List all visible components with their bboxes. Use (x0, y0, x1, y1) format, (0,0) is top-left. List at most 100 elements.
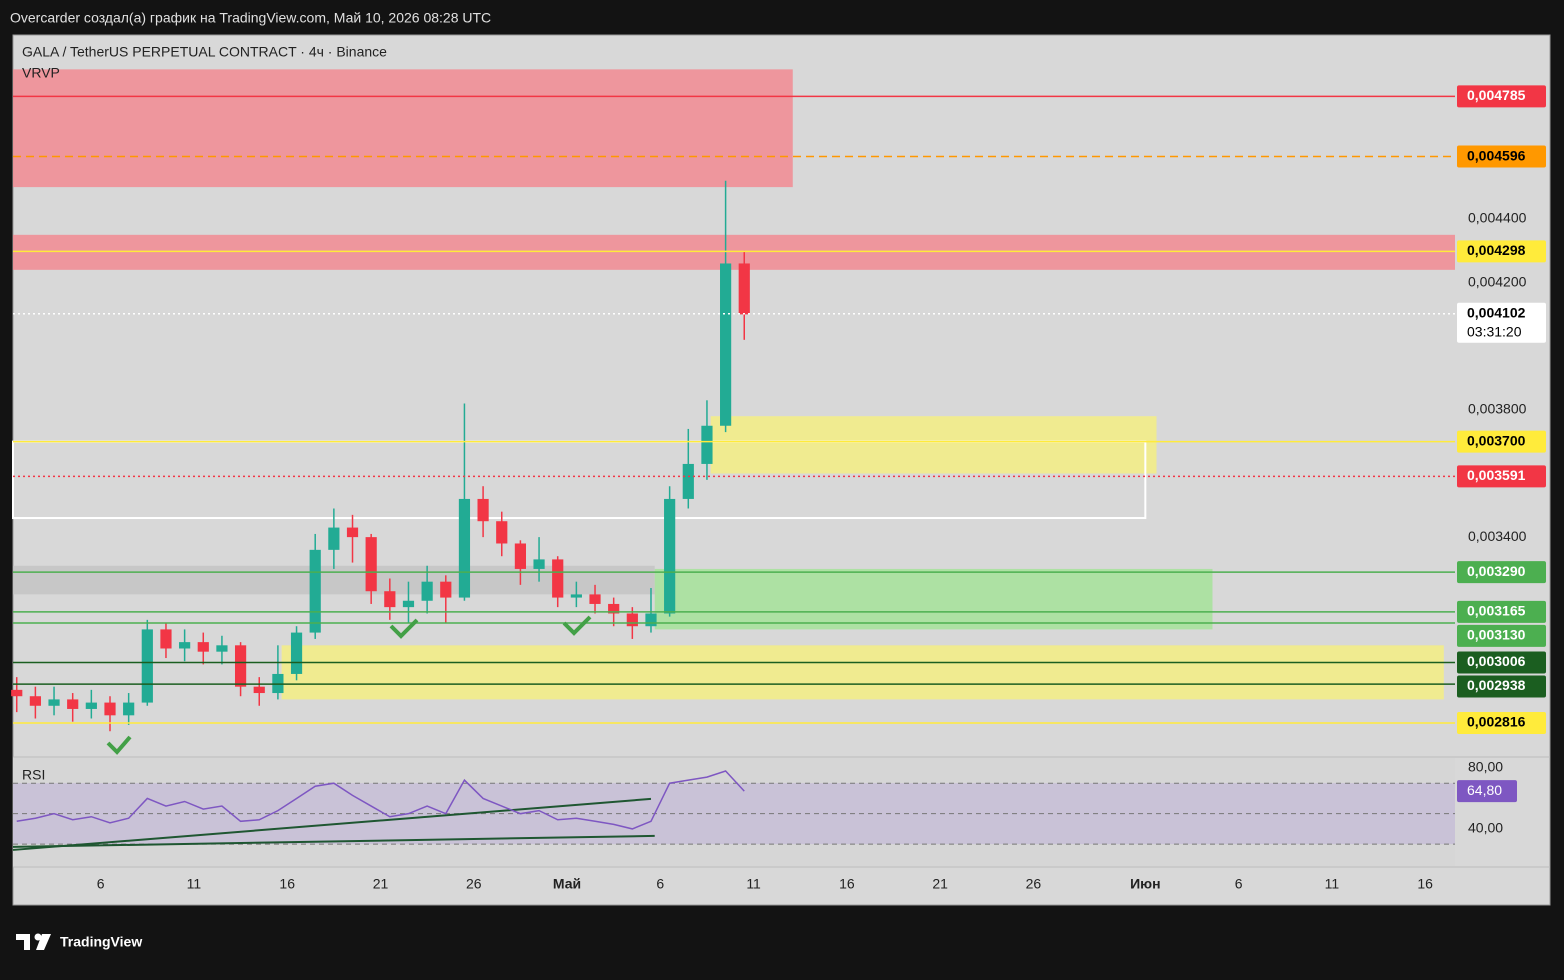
y-tick-label: 0,004200 (1468, 273, 1527, 289)
x-tick-label: 11 (1325, 876, 1340, 892)
level-label: 0,003006 (1467, 653, 1526, 669)
candle-body (234, 645, 247, 687)
candle-body (29, 696, 41, 706)
rsi-pane (13, 757, 1455, 867)
value-label-bg (1457, 780, 1517, 803)
plot-layer: 0,004400 0,004200 0,003800 0,003400 0,004785… (11, 69, 1546, 892)
y-tick-label: 40,00 (1468, 820, 1503, 836)
header-text: Overcarder создал(а) график на TradingVi… (10, 10, 491, 26)
level-label: 0,004785 (1467, 87, 1526, 103)
level-label: 0,002816 (1467, 714, 1526, 730)
candle-body (645, 613, 657, 627)
x-tick-label: 26 (1026, 876, 1042, 892)
rsi-line (16, 770, 745, 830)
candle-body (570, 594, 582, 598)
y-tick-label: 0,003400 (1468, 528, 1527, 544)
candle-body (514, 543, 527, 569)
x-tick-label: 26 (466, 876, 482, 892)
level-label: 0,002938 (1467, 677, 1526, 693)
candle-body (253, 686, 265, 694)
level-label-bg (1457, 561, 1546, 584)
candle-body (552, 559, 564, 598)
checkmark (389, 618, 419, 639)
candle-body (365, 537, 377, 592)
level-label-bg (1457, 465, 1546, 488)
candle-body (720, 263, 732, 426)
candle-body (589, 594, 601, 604)
candle-body (141, 629, 153, 703)
level-label-bg (1457, 711, 1546, 734)
level-label-bg (1457, 240, 1546, 263)
symbol-title: GALA / TetherUS PERPETUAL CONTRACT · 4ч … (22, 44, 387, 60)
y-tick-label: 0,003800 (1468, 401, 1527, 417)
candle-body (160, 629, 172, 649)
x-tick-label: 6 (1235, 876, 1243, 892)
candle-body (738, 263, 750, 315)
x-tick-label: Июн (1130, 876, 1160, 892)
trendline (12, 834, 655, 848)
candle-body (104, 702, 116, 716)
candle-body (496, 521, 508, 544)
candle-body (701, 425, 713, 464)
countdown: 03:31:20 (1467, 323, 1522, 339)
candle-body (85, 702, 97, 709)
candle-body (197, 642, 209, 652)
zone (13, 565, 655, 595)
level-label-bg (1457, 651, 1546, 674)
level-label-bg (1457, 430, 1546, 453)
zone (281, 645, 1444, 700)
candle-body (440, 581, 452, 598)
zone (13, 69, 793, 188)
level-label: 0,003290 (1467, 563, 1526, 579)
candle-body (458, 498, 471, 598)
x-tick-label: 16 (1417, 876, 1433, 892)
level-label-bg (1457, 85, 1546, 108)
candle-body (626, 613, 638, 627)
checkmark (562, 615, 592, 636)
candle-body (67, 699, 79, 709)
candle-body (421, 581, 433, 601)
x-tick-label: 16 (279, 876, 295, 892)
level-label-bg (1457, 675, 1546, 698)
candle-body (682, 463, 694, 499)
x-tick-label: 16 (839, 876, 855, 892)
level-label-bg (1457, 624, 1546, 647)
level-label: 0,004298 (1467, 242, 1526, 258)
candle-body (11, 689, 23, 697)
zone (710, 416, 1157, 474)
x-tick-label: 21 (932, 876, 948, 892)
level-label-bg (1457, 302, 1546, 343)
x-tick-label: 11 (187, 876, 202, 892)
rsi-title: RSI (22, 767, 45, 783)
candle-body (179, 642, 191, 649)
candle-body (533, 559, 545, 569)
zone (654, 568, 1213, 630)
brand-logo: TradingView (60, 934, 142, 950)
logo-icon (16, 933, 51, 950)
level-label: 0,003591 (1467, 467, 1526, 483)
x-tick-label: 11 (746, 876, 761, 892)
candle-body (384, 591, 396, 608)
value-label: 64,80 (1467, 782, 1502, 798)
trendline (12, 797, 652, 851)
level-label: 0,003700 (1467, 432, 1526, 448)
x-tick-label: 6 (656, 876, 664, 892)
candle-body (477, 498, 489, 522)
zone (13, 234, 1455, 270)
candle-body (328, 527, 340, 550)
level-label: 0,003130 (1467, 627, 1526, 643)
candle-body (290, 632, 303, 674)
indicator-label: VRVP (22, 65, 60, 81)
level-label: 0,004102 (1467, 304, 1526, 320)
candle-body (346, 527, 359, 538)
level-label-bg (1457, 145, 1546, 168)
x-tick-label: 21 (373, 876, 389, 892)
candle-body (216, 645, 228, 652)
candle-body (402, 600, 415, 608)
candle-body (48, 699, 60, 706)
x-tick-label: 6 (97, 876, 105, 892)
candle-body (309, 549, 321, 633)
checkmark (106, 735, 132, 755)
